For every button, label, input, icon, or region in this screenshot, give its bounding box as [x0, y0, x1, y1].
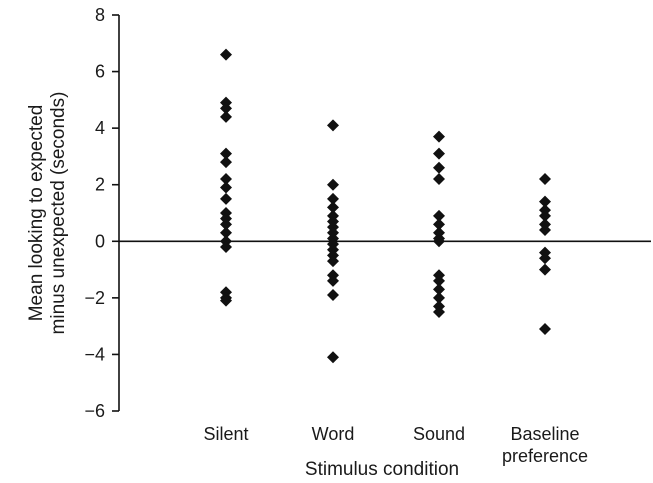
data-point-sound: [433, 218, 445, 231]
category-label-silent: Silent: [203, 424, 248, 444]
data-point-sound: [433, 274, 445, 287]
data-point-silent: [220, 294, 232, 307]
data-point-word: [327, 274, 339, 287]
data-point-silent: [220, 240, 232, 253]
data-point-sound: [433, 130, 445, 143]
data-point-baseline: [539, 223, 551, 236]
data-point-word: [327, 255, 339, 268]
category-label-line: Silent: [203, 424, 248, 444]
data-point-silent: [220, 218, 232, 231]
data-point-silent: [220, 48, 232, 61]
data-point-silent: [220, 110, 232, 123]
y-tick-label: −6: [84, 401, 105, 421]
data-point-sound: [433, 306, 445, 318]
data-point-word: [327, 201, 339, 214]
data-point-sound: [433, 235, 445, 248]
data-point-sound: [433, 283, 445, 296]
y-axis-title: Mean looking to expected minus unexpecte…: [26, 92, 69, 335]
y-axis-title-line-1: Mean looking to expected: [26, 105, 47, 322]
category-label-line: preference: [502, 446, 588, 466]
category-label-line: Word: [312, 424, 355, 444]
data-points: [220, 48, 551, 364]
data-point-sound: [433, 161, 445, 174]
data-point-word: [327, 192, 339, 205]
data-point-baseline: [539, 195, 551, 208]
y-axis: 8 6 4 2 0 −2 −4 −6: [84, 5, 120, 421]
data-point-sound: [433, 209, 445, 222]
data-point-word: [327, 289, 339, 302]
category-label-word: Word: [312, 424, 355, 444]
data-point-baseline: [539, 173, 551, 186]
y-tick-label: −2: [84, 288, 105, 308]
data-point-baseline: [539, 322, 551, 335]
y-tick-label: −4: [84, 344, 105, 364]
data-point-silent: [220, 181, 232, 194]
data-point-silent: [220, 147, 232, 160]
y-axis-title-line-2: minus unexpected (seconds): [48, 92, 69, 335]
data-point-silent: [220, 192, 232, 205]
data-point-baseline: [539, 252, 551, 265]
category-label-line: Baseline: [510, 424, 579, 444]
data-point-sound: [433, 147, 445, 160]
y-tick-label: 2: [95, 175, 105, 195]
data-point-baseline: [539, 209, 551, 222]
data-point-word: [327, 351, 339, 364]
data-point-sound: [433, 291, 445, 304]
data-point-silent: [220, 102, 232, 115]
y-tick-label: 4: [95, 118, 105, 138]
data-point-silent: [220, 156, 232, 169]
data-point-sound: [433, 173, 445, 186]
data-point-silent: [220, 226, 232, 239]
y-tick-label: 6: [95, 62, 105, 82]
data-point-baseline: [539, 263, 551, 276]
category-label-sound: Sound: [413, 424, 465, 444]
x-axis-title: Stimulus condition: [305, 459, 459, 480]
data-point-word: [327, 178, 339, 191]
data-point-word: [327, 119, 339, 132]
y-tick-label: 0: [95, 231, 105, 251]
category-label-line: Sound: [413, 424, 465, 444]
y-tick-label: 8: [95, 5, 105, 25]
data-point-silent: [220, 173, 232, 186]
